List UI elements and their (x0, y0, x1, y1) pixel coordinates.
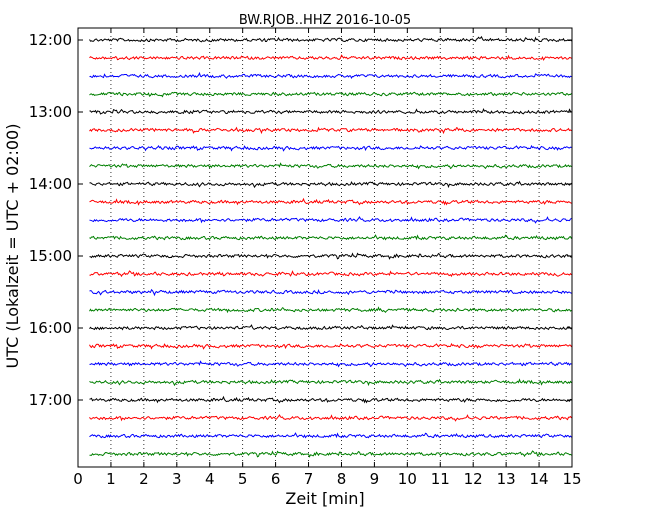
x-tick-label: 8 (337, 470, 347, 488)
x-axis-label: Zeit [min] (285, 489, 364, 508)
trace-17:00 (89, 395, 572, 404)
trace-15:30 (89, 288, 572, 297)
x-tick-label: 15 (562, 470, 581, 488)
trace-13:45 (89, 162, 572, 170)
x-tick-label: 11 (431, 470, 450, 488)
trace-13:30 (89, 144, 572, 152)
trace-16:30 (89, 360, 572, 368)
x-tick-label: 2 (139, 470, 149, 488)
x-tick-label: 6 (271, 470, 281, 488)
trace-12:45 (89, 91, 572, 98)
trace-14:45 (89, 234, 572, 241)
trace-16:45 (89, 378, 572, 387)
trace-14:15 (89, 197, 572, 206)
trace-12:00 (89, 35, 572, 43)
trace-17:15 (89, 414, 572, 422)
x-tick-label: 13 (497, 470, 516, 488)
x-tick-label: 9 (370, 470, 380, 488)
x-axis: 0 1 2 3 4 5 6 7 8 9 10 11 12 13 14 15 (73, 28, 582, 488)
y-tick-label: 13:00 (29, 103, 72, 121)
trace-12:15 (89, 54, 572, 61)
y-tick-label: 14:00 (29, 175, 72, 193)
trace-14:30 (89, 216, 572, 224)
y-tick-label: 16:00 (29, 319, 72, 337)
trace-15:15 (89, 270, 572, 278)
trace-15:45 (89, 306, 572, 314)
y-tick-label: 12:00 (29, 31, 72, 49)
trace-17:30 (89, 432, 572, 439)
x-tick-label: 0 (73, 470, 83, 488)
trace-13:00 (89, 107, 572, 115)
trace-14:00 (89, 180, 572, 189)
trace-12:30 (89, 71, 572, 80)
x-tick-label: 7 (304, 470, 314, 488)
x-tick-label: 10 (398, 470, 417, 488)
trace-16:00 (89, 324, 572, 331)
plot-frame (77, 27, 573, 468)
y-tick-label: 15:00 (29, 247, 72, 265)
trace-15:00 (89, 252, 572, 260)
chart-title: BW.RJOB..HHZ 2016-10-05 (239, 13, 411, 28)
trace-layer (89, 35, 572, 458)
y-tick-label: 17:00 (29, 391, 72, 409)
x-tick-label: 5 (238, 470, 248, 488)
trace-16:15 (89, 342, 572, 350)
x-tick-label: 12 (464, 470, 483, 488)
trace-17:45 (89, 450, 572, 458)
x-tick-label: 1 (106, 470, 116, 488)
x-tick-label: 4 (205, 470, 215, 488)
y-axis: 12:00 13:00 14:00 15:00 16:00 17:00 (29, 31, 572, 409)
x-tick-label: 14 (530, 470, 549, 488)
x-tick-label: 3 (172, 470, 182, 488)
y-axis-label: UTC (Lokalzeit = UTC + 02:00) (3, 124, 22, 369)
trace-13:15 (89, 126, 572, 135)
